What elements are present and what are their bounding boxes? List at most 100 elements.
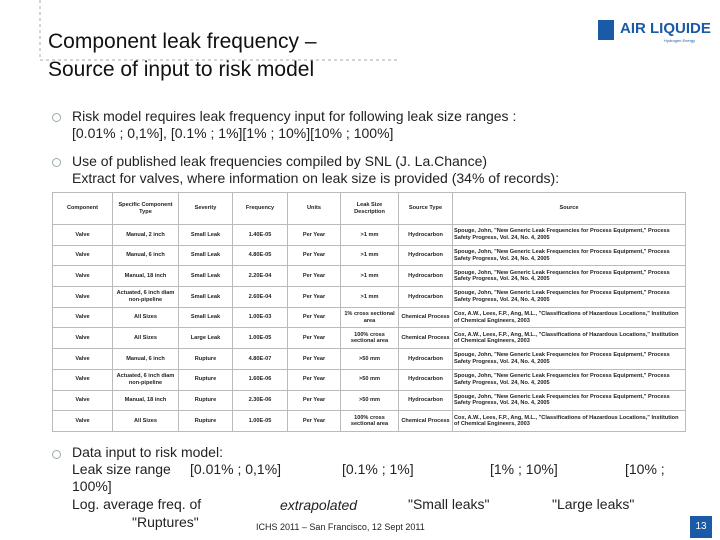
table-cell: Actuated, 6 inch diam non-pipeline <box>112 286 179 308</box>
table-cell: 1.00E-03 <box>232 306 288 329</box>
table-cell: Valve <box>52 265 113 288</box>
table-cell: Valve <box>52 327 113 350</box>
table-cell: 2.20E-04 <box>232 265 288 288</box>
table-cell: 2.30E-06 <box>232 389 288 412</box>
table-row: Valve Manual, 6 inch Small Leak 4.80E-05 Per… <box>52 244 686 267</box>
summary-text: "Large leaks" <box>552 496 635 512</box>
table-cell: Hydrocarbon <box>398 286 453 308</box>
table-cell: Valve <box>52 286 113 308</box>
header-row: Component Specific Component Type Severity… <box>52 192 686 225</box>
table-cell: Valve <box>52 348 113 370</box>
summary-text: [10% ; <box>625 461 665 477</box>
table-cell: 1.00E-05 <box>232 410 288 432</box>
bullet: Use of published leak frequencies compil… <box>72 153 488 169</box>
summary-text: 100%] <box>72 478 112 494</box>
table-cell: Rupture <box>178 389 233 412</box>
table-cell: Rupture <box>178 410 233 432</box>
table-cell: Large Leak <box>178 327 233 350</box>
table-cell: Valve <box>52 224 113 246</box>
summary-text: Log. average freq. of <box>72 496 202 512</box>
table-cell: Spouge, John, "New Generic Leak Frequenc… <box>452 224 686 246</box>
table-cell: Small Leak <box>178 265 233 288</box>
table-cell: Per Year <box>287 265 341 288</box>
header-cell: Specific Component Type <box>112 192 179 225</box>
table-cell: 100% cross sectional area <box>340 327 399 350</box>
table-cell: Per Year <box>287 368 341 391</box>
table-row: Valve Manual, 18 inch Small Leak 2.20E-04 Pe… <box>52 265 686 288</box>
table-cell: >1 mm <box>340 244 399 267</box>
table-cell: Per Year <box>287 327 341 350</box>
header-cell: Frequency <box>232 192 288 225</box>
table-cell: Hydrocarbon <box>398 265 453 288</box>
table-cell: 4.80E-05 <box>232 244 288 267</box>
table-cell: Spouge, John, "New Generic Leak Frequenc… <box>452 286 686 308</box>
logo: AIR LIQUIDE <box>620 20 711 37</box>
table-row: Valve Actuated, 6 inch diam non-pipeline R… <box>52 368 686 391</box>
summary-text: extrapolated <box>280 497 358 513</box>
table-cell: >50 mm <box>340 368 399 391</box>
table-cell: Spouge, John, "New Generic Leak Frequenc… <box>452 389 686 412</box>
table-cell: Hydrocarbon <box>398 348 453 370</box>
table-cell: Spouge, John, "New Generic Leak Frequenc… <box>452 348 686 370</box>
table-cell: 100% cross sectional area <box>340 410 399 432</box>
table-cell: 1.60E-06 <box>232 368 288 391</box>
bullet: [0.01% ; 0,1%], [0.1% ; 1%][1% ; 10%][10… <box>72 125 394 141</box>
table-cell: Per Year <box>287 286 341 308</box>
table-cell: Valve <box>52 306 113 329</box>
header-cell: Source <box>452 192 686 225</box>
summary-text: [0.01% ; 0,1%] <box>190 461 282 477</box>
bullet-dot <box>52 113 61 122</box>
bullet-dot <box>52 450 61 459</box>
table-cell: Per Year <box>287 244 341 267</box>
table-row: Valve Actuated, 6 inch diam non-pipeline S… <box>52 286 686 308</box>
summary-text: Leak size range <box>72 461 171 477</box>
table-cell: Actuated, 6 inch diam non-pipeline <box>112 368 179 391</box>
summary-text: Data input to risk model: <box>72 444 223 460</box>
table-cell: Chemical Process <box>398 410 453 432</box>
table-row: Valve All Sizes Small Leak 1.00E-03 Per Year… <box>52 306 686 329</box>
table-cell: All Sizes <box>112 306 179 329</box>
table-cell: >1 mm <box>340 265 399 288</box>
table-cell: Per Year <box>287 348 341 370</box>
table-cell: Per Year <box>287 224 341 246</box>
summary-text: "Small leaks" <box>408 496 490 512</box>
page-number: 13 <box>695 521 707 532</box>
header-cell: Units <box>287 192 341 225</box>
summary-text: [1% ; 10%] <box>490 461 558 477</box>
summary-text: [0.1% ; 1%] <box>342 461 414 477</box>
title: Component leak frequency – <box>48 30 317 53</box>
table-cell: Per Year <box>287 410 341 432</box>
bullet: Risk model requires leak frequency input… <box>72 108 517 124</box>
bullet: Extract for valves, where information on… <box>72 170 560 186</box>
title: Source of input to risk model <box>48 58 315 81</box>
table-cell: Hydrocarbon <box>398 244 453 267</box>
table-cell: Hydrocarbon <box>398 389 453 412</box>
header-cell: Severity <box>178 192 233 225</box>
table-cell: 4.80E-07 <box>232 348 288 370</box>
table-cell: Manual, 6 inch <box>112 348 179 370</box>
summary-text: "Ruptures" <box>132 514 199 530</box>
table-cell: Hydrocarbon <box>398 224 453 246</box>
table-cell: Spouge, John, "New Generic Leak Frequenc… <box>452 244 686 267</box>
table-cell: All Sizes <box>112 327 179 350</box>
table-cell: Per Year <box>287 389 341 412</box>
table-cell: Small Leak <box>178 224 233 246</box>
table-cell: >50 mm <box>340 389 399 412</box>
table-cell: 1% cross sectional area <box>340 306 399 329</box>
table-cell: Rupture <box>178 348 233 370</box>
table-row: Valve All Sizes Large Leak 1.00E-05 Per Year… <box>52 327 686 350</box>
table-cell: >1 mm <box>340 224 399 246</box>
table-cell: Hydrocarbon <box>398 368 453 391</box>
logo-sub: Hydrogen Energy <box>664 38 696 43</box>
table-cell: Chemical Process <box>398 306 453 329</box>
header-cell: Source Type <box>398 192 453 225</box>
table-cell: Manual, 18 inch <box>112 389 179 412</box>
table-cell: 2.60E-04 <box>232 286 288 308</box>
header-cell: Component <box>52 192 113 225</box>
table-cell: Spouge, John, "New Generic Leak Frequenc… <box>452 368 686 391</box>
table-cell: Small Leak <box>178 244 233 267</box>
table-cell: >1 mm <box>340 286 399 308</box>
table-cell: Small Leak <box>178 306 233 329</box>
